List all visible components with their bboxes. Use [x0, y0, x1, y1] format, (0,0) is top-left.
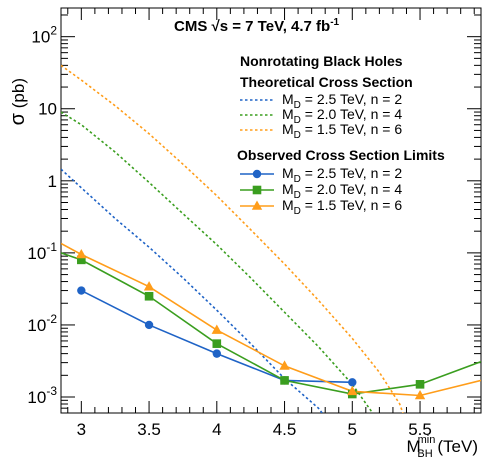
legend-theory-label: MD = 1.5 TeV, n = 6 [282, 121, 402, 141]
observed-series-line-1 [61, 252, 481, 395]
x-tick-label: 3.5 [137, 420, 161, 439]
legend-observed-entries: MD = 2.5 TeV, n = 2MD = 2.0 TeV, n = 4MD… [240, 165, 402, 217]
x-tick-label: 5 [348, 420, 357, 439]
y-tick-label: 102 [31, 24, 57, 47]
legend-theory-label: MD = 2.5 TeV, n = 2 [282, 91, 402, 111]
theory-curves [61, 64, 404, 413]
theory-series-line-2 [61, 64, 404, 413]
legend-observed-marker [252, 185, 262, 195]
observed-marker-1 [415, 380, 425, 389]
x-tick-label: 4 [212, 420, 221, 439]
observed-marker-1 [77, 255, 86, 265]
legend-header: Nonrotating Black Holes [240, 53, 403, 69]
theory-series-line-1 [61, 111, 374, 413]
observed-marker-0 [77, 286, 86, 295]
y-axis-title: σ (pb) [7, 78, 29, 125]
observed-series-line-2 [61, 242, 481, 397]
observed-markers [76, 248, 426, 400]
observed-marker-1 [144, 291, 154, 301]
observed-marker-2 [211, 324, 223, 334]
observed-marker-1 [280, 376, 289, 385]
observed-marker-2 [347, 385, 358, 396]
legend-observed-marker [251, 200, 263, 210]
legend-observed-label: MD = 2.0 TeV, n = 4 [282, 181, 402, 201]
observed-marker-0 [348, 378, 357, 387]
observed-marker-2 [414, 389, 426, 400]
observed-marker-0 [212, 349, 222, 358]
observed-marker-1 [212, 339, 222, 348]
y-tick-label: 10-2 [27, 312, 57, 335]
x-tick-label: 3 [77, 420, 86, 439]
x-tick-label: 4.5 [273, 420, 297, 439]
legend-observed-title: Observed Cross Section Limits [237, 147, 445, 163]
legend-theory-entries: MD = 2.5 TeV, n = 2MD = 2.0 TeV, n = 4MD… [240, 91, 402, 141]
y-tick-label: 10-1 [27, 240, 57, 263]
x-tick-label: 5.5 [408, 420, 432, 439]
observed-marker-2 [76, 248, 87, 259]
chart-title: CMS √s = 7 TeV, 4.7 fb-1 [174, 17, 340, 35]
axes: 3 3.5 4 4.5 5 5.5 10-3 10-2 10-1 1 10 102 [27, 8, 481, 439]
legend: Nonrotating Black Holes Theoretical Cros… [237, 53, 445, 217]
legend-theory-label: MD = 2.0 TeV, n = 4 [282, 106, 402, 126]
legend-observed-label: MD = 1.5 TeV, n = 6 [282, 197, 402, 217]
observed-marker-2 [143, 281, 155, 291]
legend-observed-marker [252, 169, 262, 179]
y-tick-label: 10-3 [27, 384, 57, 407]
x-axis-title: Mmin BH (TeV) [406, 434, 478, 460]
legend-observed-label: MD = 2.5 TeV, n = 2 [282, 165, 402, 185]
y-tick-label: 10 [38, 100, 57, 119]
y-tick-label: 1 [48, 172, 57, 191]
legend-theory-title: Theoretical Cross Section [240, 74, 413, 90]
observed-marker-0 [144, 320, 154, 330]
theory-series-line-0 [61, 168, 324, 413]
observed-marker-2 [279, 360, 290, 370]
